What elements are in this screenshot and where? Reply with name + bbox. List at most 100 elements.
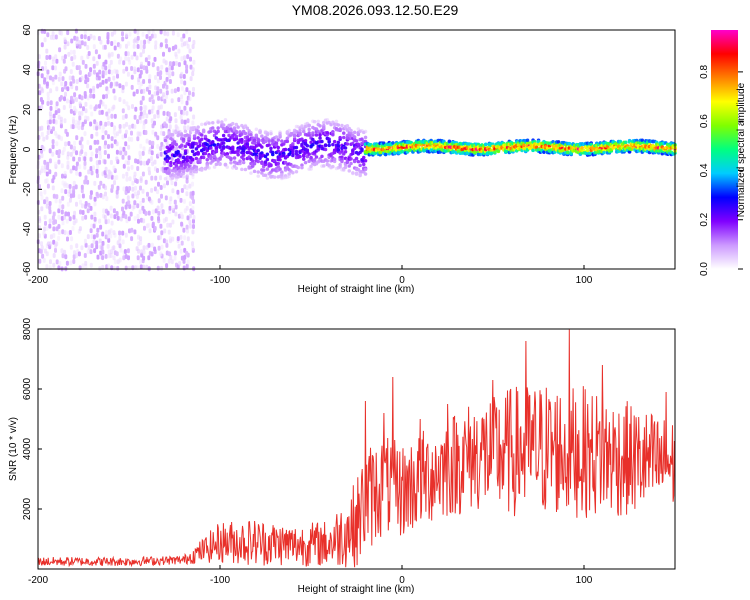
spectrogram-cell — [63, 96, 66, 102]
spectrogram-cell — [93, 69, 96, 75]
spectrogram-cell — [74, 184, 78, 190]
spectrogram-cell — [133, 66, 137, 72]
spectrogram-cell — [147, 61, 151, 66]
spectrogram-cell — [63, 37, 67, 43]
spectrogram-cell — [256, 170, 260, 174]
spectrogram-cell — [220, 154, 224, 158]
y-tick-label: 8000 — [22, 317, 33, 340]
spectrogram-cell — [98, 154, 102, 160]
spectrogram-cell — [318, 133, 322, 137]
spectrogram-cell — [162, 144, 166, 150]
spectrogram-cell — [69, 81, 73, 87]
spectrogram-cell — [107, 263, 111, 269]
spectrogram-cell — [40, 195, 44, 201]
spectrogram-cell — [150, 33, 154, 39]
spectrogram-cell — [168, 222, 172, 228]
spectrogram-cell — [534, 145, 539, 149]
spectrogram-cell — [177, 97, 181, 103]
spectrogram-cell — [89, 249, 93, 255]
spectrogram-cell — [185, 40, 189, 46]
spectrogram-cell — [212, 154, 217, 159]
spectrogram-cell — [182, 258, 186, 264]
spectrogram-cell — [186, 236, 190, 242]
spectrogram-cell — [160, 64, 164, 70]
spectrogram-cell — [243, 167, 248, 172]
spectrogram-cell — [342, 167, 346, 172]
spectrogram-cell — [188, 201, 192, 207]
spectrogram-cell — [142, 249, 146, 255]
spectrogram-cell — [40, 131, 44, 137]
spectrogram-cell — [133, 114, 137, 120]
spectrogram-cell — [164, 60, 168, 66]
spectrogram-cell — [170, 259, 174, 265]
spectrogram-cell — [92, 93, 96, 99]
spectrogram-cell — [252, 141, 257, 145]
spectrogram-cell — [283, 147, 288, 152]
spectrogram-cell — [86, 179, 90, 185]
spectrogram-cell — [352, 159, 357, 164]
spectrogram-cell — [649, 147, 654, 151]
spectrogram-cell — [280, 173, 284, 177]
spectrogram-cell — [130, 130, 133, 136]
spectrogram-cell — [180, 79, 184, 85]
spectrogram-cell — [522, 143, 526, 147]
spectrogram-cell — [332, 139, 337, 144]
spectrogram-cell — [121, 31, 124, 37]
spectrogram-cell — [49, 100, 53, 106]
spectrogram-cell — [90, 111, 94, 117]
spectrogram-cell — [340, 159, 344, 164]
spectrogram-cell — [58, 261, 62, 266]
colorbar-tick-label: 0.0 — [699, 262, 710, 276]
spectrogram-cell — [635, 138, 639, 143]
spectrogram-cell — [227, 138, 231, 142]
spectrogram-cell — [48, 169, 52, 175]
spectrogram-cell — [205, 158, 209, 162]
spectrogram-cell — [48, 148, 52, 154]
spectrogram-cell — [104, 185, 107, 191]
y-tick-label: 2000 — [22, 497, 33, 520]
spectrogram-cell — [329, 122, 333, 127]
spectrogram-cell — [98, 150, 102, 155]
spectrogram-cell — [138, 150, 142, 156]
spectrogram-cell — [75, 243, 79, 249]
spectrogram-cell — [122, 99, 126, 105]
spectrogram-cell — [55, 241, 59, 247]
spectrogram-cell — [80, 184, 84, 190]
spectrogram-cell — [148, 170, 151, 176]
spectrogram-cell — [89, 121, 93, 127]
spectrogram-cell — [118, 97, 122, 102]
spectrogram-cell — [107, 108, 111, 114]
spectrogram-cell — [66, 86, 70, 92]
spectrogram-cell — [89, 67, 93, 73]
spectrogram-cell — [183, 184, 187, 190]
spectrogram-cell — [52, 262, 56, 268]
spectrogram-cell — [57, 134, 61, 140]
spectrogram-cell — [121, 206, 124, 212]
spectrogram-cell — [156, 71, 160, 77]
spectrogram-cell — [133, 216, 137, 221]
spectrogram-cell — [169, 196, 173, 202]
spectrogram-cell — [89, 190, 93, 196]
spectrogram-cell — [169, 116, 173, 122]
spectrogram-cell — [72, 156, 76, 162]
spectrogram-cell — [221, 123, 226, 127]
spectrogram-cell — [116, 215, 120, 221]
spectrogram-cell — [142, 124, 146, 130]
spectrogram-cell — [148, 109, 152, 115]
spectrogram-cell — [73, 92, 77, 98]
spectrogram-cell — [164, 123, 168, 129]
spectrogram-cell — [191, 67, 195, 73]
spectrogram-cell — [103, 44, 107, 50]
spectrogram-cell — [90, 234, 94, 239]
spectrogram-cell — [153, 226, 157, 231]
spectrogram-cell — [83, 164, 87, 170]
spectrogram-cell — [78, 101, 82, 107]
spectrogram-cell — [640, 138, 644, 142]
spectrogram-cell — [354, 156, 359, 161]
spectrogram-cell — [112, 265, 116, 271]
spectrogram-cell — [185, 68, 189, 74]
spectrogram-cell — [105, 196, 109, 202]
spectrogram-cell — [221, 145, 226, 150]
spectrogram-cell — [136, 119, 140, 125]
spectrogram-cell — [150, 187, 154, 193]
